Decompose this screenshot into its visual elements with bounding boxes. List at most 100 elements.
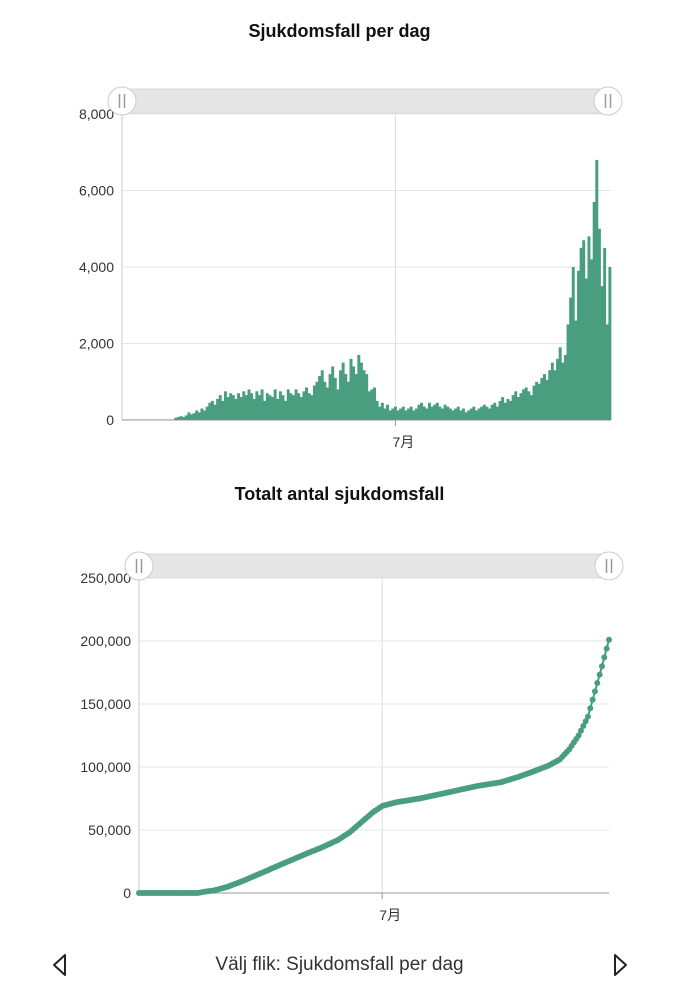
- bar: [506, 398, 510, 420]
- bar: [281, 395, 285, 420]
- bar: [608, 267, 612, 420]
- bar: [310, 395, 314, 420]
- bar: [231, 395, 235, 420]
- bar: [255, 391, 259, 420]
- data-point: [587, 705, 594, 712]
- bar: [247, 389, 251, 420]
- bar: [299, 397, 303, 420]
- bar: [482, 404, 486, 420]
- range-handle-right[interactable]: [593, 86, 623, 116]
- bar: [595, 159, 599, 420]
- bar: [404, 410, 408, 420]
- data-point: [580, 723, 587, 730]
- bar: [200, 408, 204, 420]
- bar: [176, 416, 180, 420]
- bar: [469, 408, 473, 420]
- range-navigator[interactable]: [138, 553, 610, 579]
- bar: [472, 406, 476, 420]
- bar: [302, 391, 306, 420]
- bar: [346, 381, 350, 420]
- bar: [305, 387, 309, 420]
- bar: [456, 406, 460, 420]
- bar: [550, 362, 554, 421]
- bar: [605, 324, 609, 421]
- chart2-ytick-label: 50,000: [88, 822, 131, 838]
- bar: [239, 397, 243, 420]
- bar: [435, 402, 439, 420]
- bar: [467, 410, 471, 420]
- bar: [548, 370, 552, 420]
- bar: [195, 410, 199, 420]
- bar: [409, 406, 413, 420]
- bar: [325, 387, 329, 420]
- bar: [339, 370, 342, 420]
- bar: [569, 297, 573, 420]
- bar: [577, 270, 580, 420]
- bar: [420, 402, 424, 420]
- bar: [331, 366, 335, 420]
- bar: [537, 383, 541, 420]
- range-handle-left[interactable]: [107, 86, 137, 116]
- bar: [184, 415, 188, 420]
- bar: [433, 404, 437, 420]
- bar: [495, 406, 499, 420]
- bar: [571, 267, 575, 420]
- chart1-xtick-label: 7月: [393, 434, 415, 450]
- bar: [260, 389, 264, 420]
- bar: [203, 410, 207, 420]
- triangle-right-icon[interactable]: [604, 950, 634, 980]
- bar: [318, 376, 322, 420]
- bar: [587, 236, 591, 420]
- bar: [540, 377, 544, 420]
- bar: [197, 412, 201, 420]
- chart2-xtick-label: 7月: [379, 907, 401, 923]
- bar: [393, 406, 397, 420]
- bar: [412, 410, 416, 420]
- triangle-left-icon[interactable]: [46, 950, 76, 980]
- bar: [359, 362, 363, 421]
- bar: [333, 377, 337, 420]
- bar: [378, 406, 382, 420]
- bar: [223, 391, 227, 420]
- bar: [388, 410, 392, 420]
- bar: [464, 412, 468, 420]
- tab-selector: Välj flik: Sjukdomsfall per dag: [0, 940, 679, 990]
- bar: [592, 201, 596, 420]
- bar: [579, 247, 583, 421]
- bar: [174, 417, 178, 420]
- range-navigator[interactable]: [121, 88, 609, 114]
- chart1-ytick-label: 4,000: [79, 259, 114, 275]
- bar: [362, 370, 366, 420]
- bar: [349, 358, 353, 420]
- bar: [375, 400, 379, 421]
- bar: [543, 374, 546, 420]
- range-handle-right[interactable]: [594, 551, 624, 581]
- range-handle-left[interactable]: [124, 551, 154, 581]
- bar: [365, 374, 369, 420]
- chart2-total-cases: 0 50,000 100,000 150,000 200,000 250,000 7月: [80, 551, 624, 923]
- bar: [529, 395, 533, 420]
- data-point: [606, 636, 612, 643]
- bar: [558, 347, 562, 420]
- bar: [448, 408, 452, 420]
- bar: [357, 354, 361, 420]
- chart2-ytick-label: 150,000: [80, 696, 131, 712]
- chart2-ytick-label: 200,000: [80, 633, 131, 649]
- bar: [386, 404, 390, 420]
- bar: [367, 391, 371, 420]
- bar: [425, 408, 429, 420]
- bar: [590, 259, 594, 420]
- bar: [417, 404, 421, 420]
- bar: [516, 397, 520, 420]
- bar: [234, 398, 238, 420]
- bar: [221, 400, 225, 421]
- data-point: [601, 654, 608, 661]
- bar: [430, 406, 434, 420]
- bar: [519, 393, 523, 420]
- bar: [561, 362, 565, 421]
- data-point: [603, 645, 610, 652]
- bar: [461, 408, 465, 420]
- bar: [524, 387, 528, 420]
- bar: [284, 400, 288, 421]
- bar: [427, 402, 431, 420]
